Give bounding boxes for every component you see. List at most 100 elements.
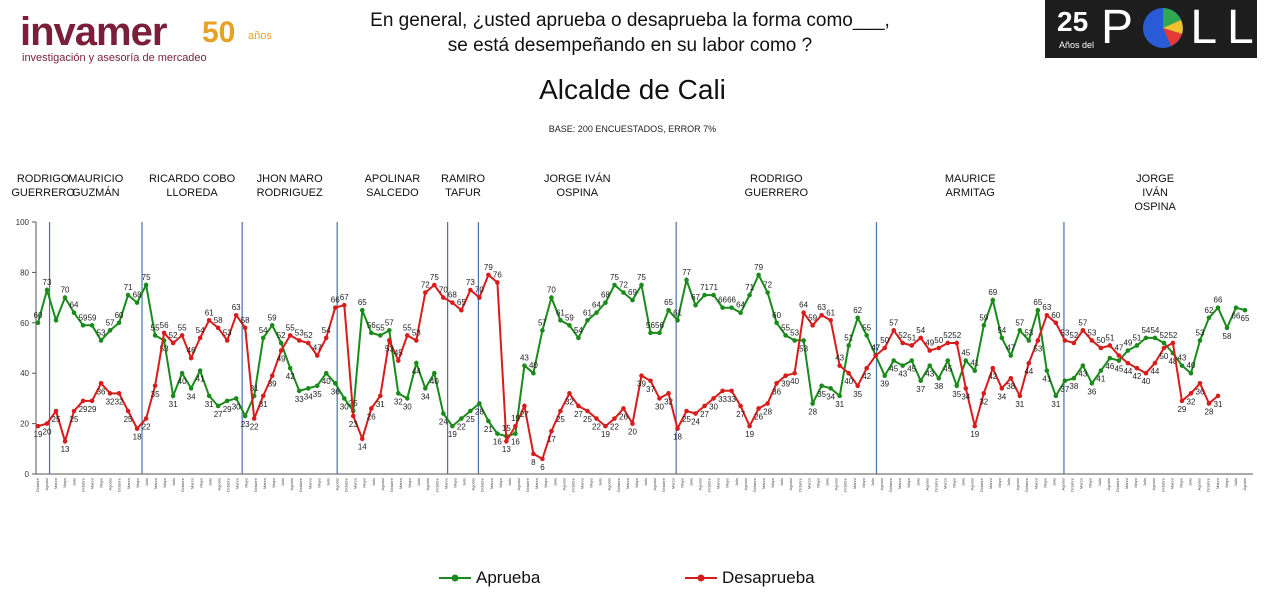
x-tick-label: Julio	[1142, 477, 1147, 486]
desaprueba-data-label: 47	[1114, 344, 1123, 353]
desaprueba-data-label: 44	[1150, 367, 1159, 376]
x-tick-label: Mayo	[906, 477, 911, 488]
desaprueba-point	[1089, 338, 1095, 343]
y-tick-label: 40	[20, 369, 29, 378]
x-tick-label: Marzo	[1124, 477, 1129, 489]
x-tick-label: Mayo	[198, 477, 203, 488]
x-tick-label: Julio	[552, 477, 557, 486]
legend-aprueba: Aprueba	[438, 568, 540, 588]
aprueba-data-label: 30	[403, 402, 412, 411]
aprueba-data-label: 32	[394, 397, 403, 406]
aprueba-data-label: 37	[916, 385, 925, 394]
x-tick-label: Agosto	[652, 477, 657, 490]
desaprueba-data-label: 52	[304, 331, 313, 340]
aprueba-point	[864, 333, 869, 338]
desaprueba-data-label: 43	[835, 354, 844, 363]
desaprueba-data-label: 13	[61, 445, 70, 454]
x-tick-label: Mayo	[1088, 477, 1093, 488]
aprueba-data-label: 55	[781, 323, 790, 332]
desaprueba-point	[846, 370, 851, 376]
aprueba-data-label: 57	[106, 318, 115, 327]
aprueba-point	[1161, 340, 1167, 346]
aprueba-point	[828, 386, 833, 391]
aprueba-point	[765, 290, 770, 295]
desaprueba-point	[639, 373, 644, 379]
aprueba-data-label: 41	[970, 359, 979, 368]
desaprueba-point	[224, 338, 230, 343]
aprueba-data-label: 40	[1187, 361, 1196, 370]
desaprueba-data-label: 38	[1006, 382, 1015, 391]
x-tick-label: Julio	[643, 477, 648, 486]
legend-aprueba-label: Aprueba	[476, 568, 541, 587]
desaprueba-data-label: 19	[745, 430, 754, 439]
aprueba-point	[846, 343, 851, 348]
poll-logo: 25 Años del POLL	[1045, 0, 1257, 58]
aprueba-point	[287, 365, 293, 371]
desaprueba-data-label: 50	[1096, 336, 1105, 345]
legend-desaprueba: Desaprueba	[684, 568, 815, 588]
period-label: APOLINAR SALCEDO	[364, 173, 421, 199]
invamer-logo: invamer 50 años investigación y asesoría…	[20, 12, 280, 64]
aprueba-data-label: 43	[898, 370, 907, 379]
desaprueba-point	[981, 391, 987, 396]
desaprueba-data-label: 65	[457, 298, 466, 307]
aprueba-point	[179, 370, 185, 376]
x-tick-label: Octubre	[35, 477, 40, 492]
aprueba-data-label: 41	[1042, 375, 1051, 384]
x-tick-label: Mayo	[634, 477, 639, 488]
desaprueba-data-label: 72	[421, 281, 430, 290]
aprueba-point	[134, 300, 140, 305]
aprueba-point	[792, 338, 797, 343]
desaprueba-point	[215, 325, 221, 331]
x-tick-label: Mayo	[679, 477, 684, 488]
aprueba-data-label: 75	[610, 273, 619, 282]
period-label: MAURICIO GUZMÁN	[68, 173, 124, 199]
x-tick-label: Octubre	[180, 477, 185, 492]
x-tick-label: Agosto	[44, 477, 49, 490]
aprueba-data-label: 16	[493, 438, 502, 447]
desaprueba-point	[909, 343, 915, 348]
desaprueba-data-label: 64	[799, 301, 808, 310]
desaprueba-point	[1206, 401, 1212, 406]
x-tick-label: Octubre	[888, 477, 893, 492]
desaprueba-point	[206, 317, 212, 323]
aprueba-data-label: 57	[385, 318, 394, 327]
logo-tagline: investigación y asesoría de mercadeo	[22, 52, 207, 64]
desaprueba-point	[98, 380, 104, 386]
aprueba-point	[1134, 343, 1140, 348]
desaprueba-data-label: 67	[340, 293, 349, 302]
aprueba-point	[900, 363, 906, 368]
desaprueba-point	[1197, 380, 1203, 386]
aprueba-point	[332, 380, 338, 386]
aprueba-point	[927, 363, 933, 368]
desaprueba-data-label: 54	[322, 326, 331, 335]
aprueba-data-label: 35	[952, 390, 961, 399]
desaprueba-data-label: 27	[520, 410, 529, 419]
desaprueba-point	[666, 391, 671, 396]
aprueba-point	[170, 393, 176, 399]
desaprueba-data-label: 18	[673, 433, 682, 442]
desaprueba-point	[648, 378, 653, 384]
aprueba-data-label: 61	[673, 308, 682, 317]
desaprueba-point	[125, 408, 131, 414]
aprueba-point	[405, 396, 410, 401]
desaprueba-point	[774, 380, 779, 386]
aprueba-point	[459, 416, 464, 421]
aprueba-point	[801, 338, 806, 343]
x-tick-label: Julio	[961, 477, 966, 486]
aprueba-point	[837, 393, 842, 399]
desaprueba-point	[323, 335, 329, 341]
aprueba-point	[999, 335, 1005, 341]
desaprueba-point	[89, 398, 95, 404]
x-tick-label: Julio	[371, 477, 376, 486]
desaprueba-data-label: 76	[493, 270, 502, 279]
desaprueba-point	[459, 307, 464, 313]
aprueba-point	[1188, 370, 1194, 376]
desaprueba-point	[927, 348, 933, 353]
desaprueba-data-label: 63	[232, 303, 241, 312]
desaprueba-data-label: 70	[475, 286, 484, 295]
aprueba-data-label: 64	[736, 301, 745, 310]
desaprueba-data-label: 51	[1105, 333, 1114, 342]
period-label: JHON MARO RODRIGUEZ	[256, 173, 323, 199]
desaprueba-point	[792, 370, 797, 376]
